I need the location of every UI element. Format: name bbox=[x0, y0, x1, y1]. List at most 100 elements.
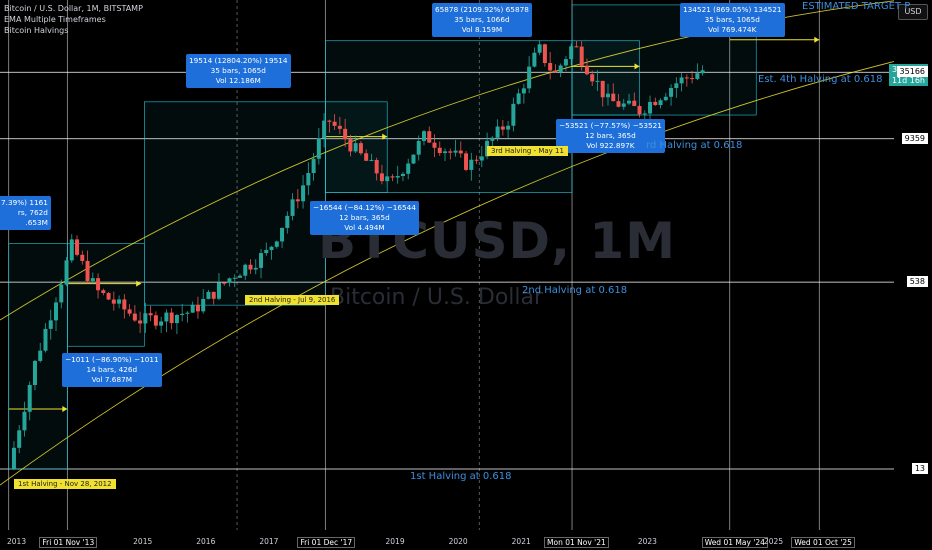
candle-body bbox=[274, 241, 279, 247]
candle-body bbox=[595, 80, 600, 82]
candle-body bbox=[85, 260, 90, 282]
measure-box: −16544 (−84.12%) −16544 12 bars, 365d Vol … bbox=[310, 201, 419, 235]
x-tick-label: 2019 bbox=[385, 537, 405, 546]
candle-body bbox=[390, 176, 395, 178]
candle-body bbox=[548, 63, 553, 71]
candle-body bbox=[537, 44, 542, 53]
candle-body bbox=[148, 313, 153, 316]
candle-body bbox=[153, 315, 158, 326]
candle-body bbox=[227, 278, 232, 283]
candle-body bbox=[584, 65, 589, 75]
candle-body bbox=[54, 302, 59, 321]
candle-body bbox=[674, 83, 679, 89]
candle-body bbox=[574, 46, 579, 48]
halving-badge: 3rd Halving - May 11 bbox=[487, 146, 568, 156]
candle-body bbox=[421, 131, 426, 141]
candle-body bbox=[290, 199, 295, 216]
candle-body bbox=[59, 284, 64, 303]
indicator-ema[interactable]: EMA Multiple Timeframes bbox=[4, 15, 106, 24]
candle-body bbox=[453, 150, 458, 153]
candle-body bbox=[237, 275, 242, 278]
x-tick-label: 2016 bbox=[196, 537, 216, 546]
candle-body bbox=[443, 151, 448, 154]
candle-body bbox=[164, 312, 169, 322]
candle-body bbox=[206, 291, 211, 299]
candle-body bbox=[563, 59, 568, 66]
candle-body bbox=[301, 185, 306, 202]
candle-body bbox=[358, 143, 363, 154]
candle-body bbox=[648, 101, 653, 114]
candle-body bbox=[616, 101, 621, 107]
fib-label: Est. 4th Halving at 0.618 bbox=[758, 74, 883, 85]
candle-body bbox=[558, 65, 563, 73]
candle-body bbox=[364, 153, 369, 161]
candle-body bbox=[117, 299, 122, 304]
candle-body bbox=[516, 93, 521, 104]
candle-body bbox=[348, 139, 353, 152]
candle-body bbox=[658, 100, 663, 106]
candle-body bbox=[490, 137, 495, 141]
fib-label: 1st Halving at 0.618 bbox=[410, 471, 512, 482]
candle-body bbox=[411, 154, 416, 164]
candle-body bbox=[642, 113, 647, 115]
candle-body bbox=[90, 278, 95, 282]
candle-body bbox=[458, 150, 463, 154]
candle-body bbox=[306, 173, 311, 186]
candle-body bbox=[406, 163, 411, 174]
candle-body bbox=[190, 304, 195, 313]
x-tick-label: Fri 01 Dec '17 bbox=[297, 537, 356, 548]
measure-box: 65878 (2109.92%) 65878 35 bars, 1066d Vol … bbox=[432, 3, 532, 37]
candle-body bbox=[600, 80, 605, 98]
estimated-target-label: ESTIMATED TARGET P bbox=[802, 1, 911, 12]
candle-body bbox=[369, 159, 374, 161]
candle-body bbox=[469, 159, 474, 170]
x-tick-label: Wed 01 Oct '25 bbox=[791, 537, 855, 548]
candle-body bbox=[579, 46, 584, 66]
chart-header: Bitcoin / U.S. Dollar, 1M, BITSTAMP EMA … bbox=[4, 3, 143, 36]
arrow-head bbox=[136, 280, 142, 287]
candle-body bbox=[695, 73, 700, 79]
candle-body bbox=[64, 260, 69, 285]
candle-body bbox=[379, 173, 384, 182]
fib-label: 2nd Halving at 0.618 bbox=[522, 285, 628, 296]
price-scale[interactable] bbox=[894, 0, 932, 530]
candle-body bbox=[590, 74, 595, 82]
x-tick-label: 2025 bbox=[764, 537, 784, 546]
candle-body bbox=[222, 282, 227, 284]
candle-body bbox=[506, 125, 511, 130]
price-tag: 538 bbox=[906, 276, 928, 288]
candle-body bbox=[553, 70, 558, 73]
candle-body bbox=[48, 320, 53, 329]
candle-body bbox=[138, 320, 143, 324]
candle-body bbox=[500, 126, 505, 130]
candle-body bbox=[259, 253, 264, 268]
x-tick-label: 2017 bbox=[259, 537, 279, 546]
candle-body bbox=[521, 88, 526, 94]
x-tick-label: 2015 bbox=[133, 537, 153, 546]
candle-body bbox=[132, 313, 137, 321]
price-tag: 9359 bbox=[901, 132, 928, 144]
currency-button[interactable]: USD bbox=[898, 4, 928, 20]
candle-body bbox=[474, 159, 479, 161]
candle-body bbox=[316, 138, 321, 159]
candle-body bbox=[264, 250, 269, 254]
halving-badge: 2nd Halving - Jul 9, 2016 bbox=[245, 295, 340, 305]
halving-badge: 1st Halving - Nov 28, 2012 bbox=[14, 479, 116, 489]
candle-body bbox=[232, 277, 237, 279]
candle-body bbox=[122, 299, 127, 310]
price-tag: 13 bbox=[911, 463, 928, 474]
candle-body bbox=[75, 239, 80, 255]
measure-box: 7.39%) 1161 rs, 762d .653M bbox=[0, 196, 51, 230]
x-tick-label: 2013 bbox=[7, 537, 27, 546]
candle-body bbox=[106, 293, 111, 300]
candle-body bbox=[374, 159, 379, 174]
candle-body bbox=[663, 96, 668, 101]
candle-body bbox=[243, 264, 248, 276]
candle-body bbox=[679, 77, 684, 84]
measure-box: −53521 (−77.57%) −53521 12 bars, 365d Vol … bbox=[556, 119, 665, 153]
watermark-name: Bitcoin / U.S. Dollar bbox=[330, 285, 544, 310]
candle-body bbox=[637, 105, 642, 115]
indicator-halvings[interactable]: Bitcoin Halvings bbox=[4, 26, 69, 35]
candle-body bbox=[174, 314, 179, 324]
